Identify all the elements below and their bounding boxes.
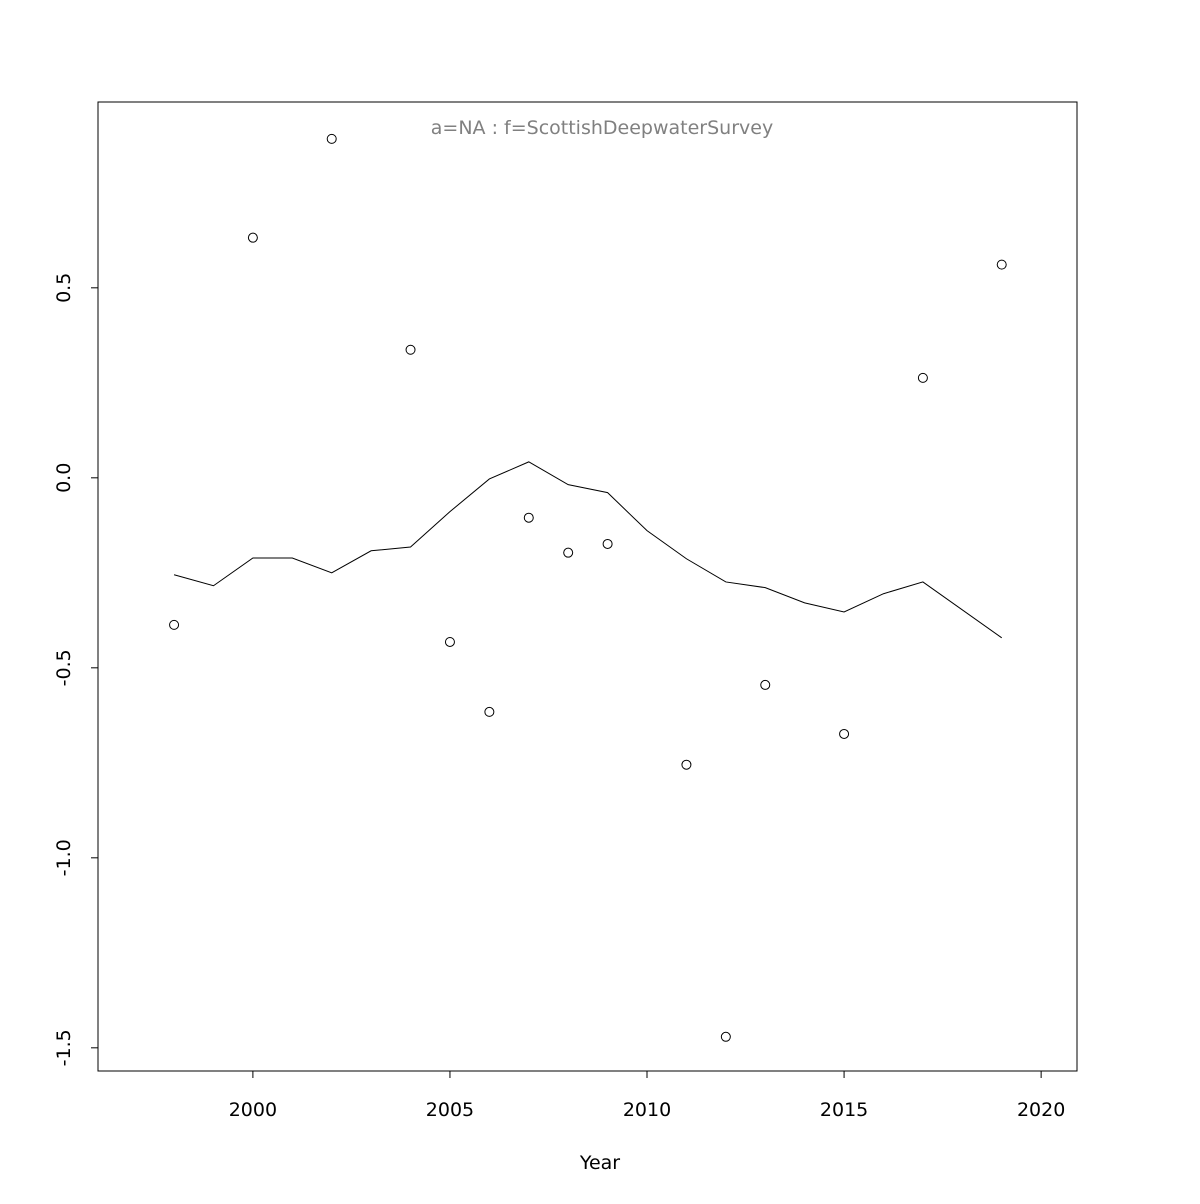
data-point [917, 372, 928, 383]
x-tick-label: 2005 [426, 1099, 474, 1121]
y-tick-label: -1.0 [53, 839, 75, 876]
data-line [173, 461, 1003, 639]
y-tick-label: 0.0 [53, 463, 75, 493]
x-tick-label: 2000 [229, 1099, 277, 1121]
data-point [444, 636, 455, 647]
data-point [996, 259, 1007, 270]
data-point [484, 706, 495, 717]
data-point [169, 619, 180, 630]
x-axis-label: Year [579, 1152, 620, 1174]
data-point [720, 1031, 731, 1042]
x-tick-label: 2020 [1017, 1099, 1065, 1121]
data-point [326, 133, 337, 144]
data-point [602, 538, 613, 549]
y-tick-label: -1.5 [53, 1029, 75, 1066]
x-tick-label: 2015 [820, 1099, 868, 1121]
data-point [563, 547, 574, 558]
data-point [523, 512, 534, 523]
data-point [247, 232, 258, 243]
data-point [839, 728, 850, 739]
y-tick-label: -0.5 [53, 649, 75, 686]
y-tick-label: 0.5 [53, 273, 75, 303]
data-point [681, 759, 692, 770]
chart-title: a=NA : f=ScottishDeepwaterSurvey [431, 117, 773, 139]
data-point [760, 679, 771, 690]
data-point [405, 344, 416, 355]
x-tick-label: 2010 [623, 1099, 671, 1121]
